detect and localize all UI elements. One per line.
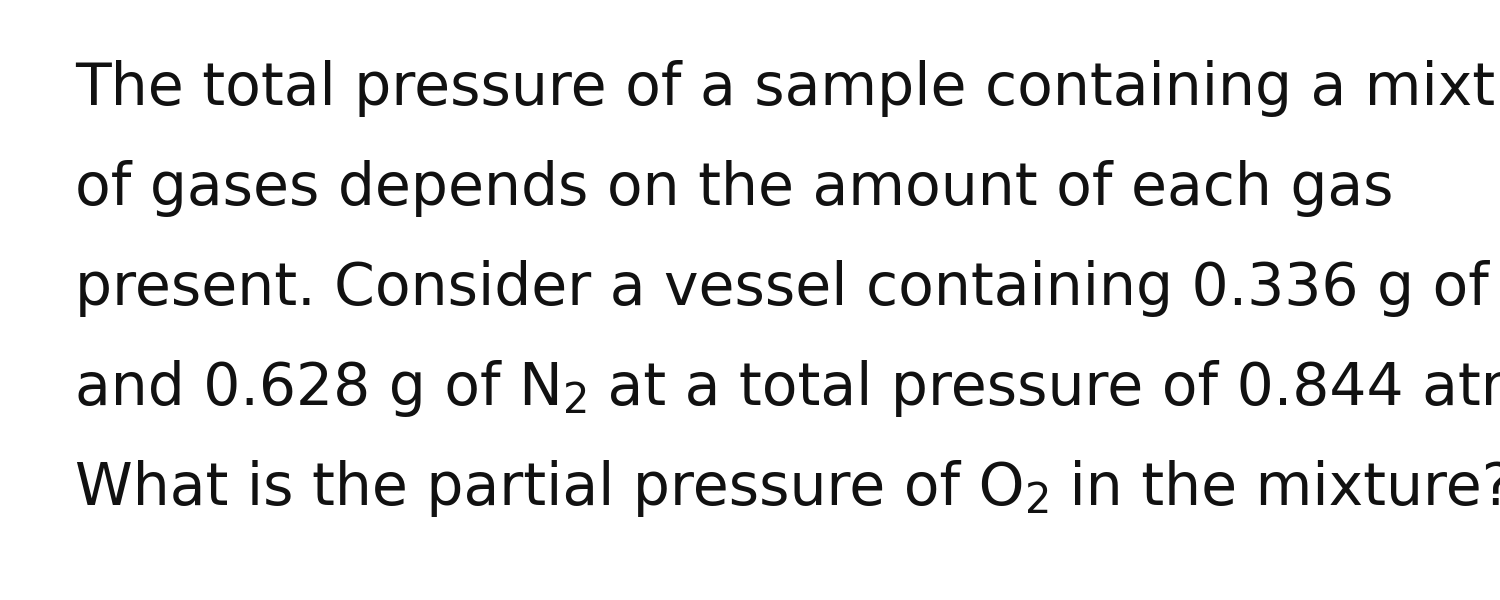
- Text: What is the partial pressure of O: What is the partial pressure of O: [75, 460, 1024, 517]
- Text: 2: 2: [562, 380, 590, 422]
- Text: of gases depends on the amount of each gas: of gases depends on the amount of each g…: [75, 160, 1394, 217]
- Text: The total pressure of a sample containing a mixture: The total pressure of a sample containin…: [75, 60, 1500, 117]
- Text: in the mixture?: in the mixture?: [1052, 460, 1500, 517]
- Text: at a total pressure of 0.844 atm.: at a total pressure of 0.844 atm.: [590, 360, 1500, 417]
- Text: 2: 2: [1024, 480, 1051, 522]
- Text: present. Consider a vessel containing 0.336 g of O: present. Consider a vessel containing 0.…: [75, 260, 1500, 317]
- Text: and 0.628 g of N: and 0.628 g of N: [75, 360, 562, 417]
